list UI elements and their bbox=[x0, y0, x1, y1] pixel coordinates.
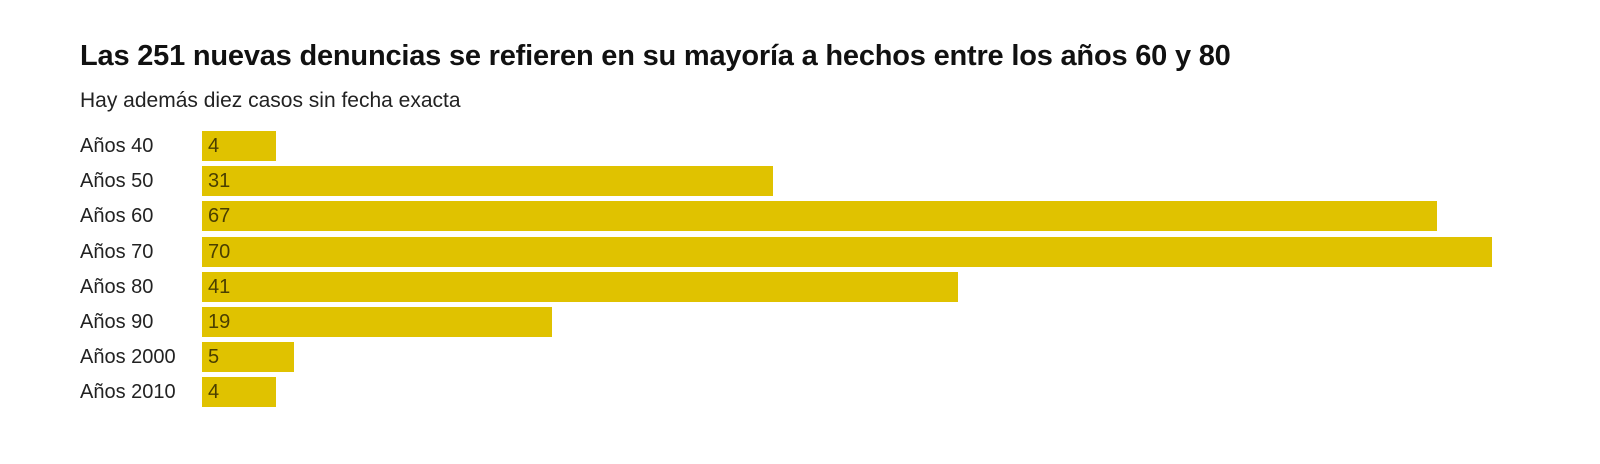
data-label: 5 bbox=[208, 346, 220, 368]
data-label: 4 bbox=[208, 135, 220, 157]
chart-subtitle: Hay además diez casos sin fecha exacta bbox=[80, 89, 461, 112]
category-label: Años 2010 bbox=[80, 381, 176, 403]
bar bbox=[202, 377, 276, 407]
category-label: Años 50 bbox=[80, 170, 154, 192]
data-label: 19 bbox=[208, 311, 231, 333]
bar bbox=[202, 131, 276, 161]
category-label: Años 80 bbox=[80, 276, 154, 298]
bar bbox=[202, 272, 958, 302]
bar bbox=[202, 342, 294, 372]
data-label: 67 bbox=[208, 205, 231, 227]
category-label: Años 60 bbox=[80, 205, 154, 227]
bar bbox=[202, 237, 1492, 267]
category-label: Años 90 bbox=[80, 311, 154, 333]
data-label: 4 bbox=[208, 381, 220, 403]
bar bbox=[202, 307, 552, 337]
bar bbox=[202, 201, 1437, 231]
category-label: Años 70 bbox=[80, 241, 154, 263]
data-label: 70 bbox=[208, 241, 231, 263]
bar bbox=[202, 166, 773, 196]
chart-title: Las 251 nuevas denuncias se refieren en … bbox=[80, 40, 1231, 72]
data-label: 41 bbox=[208, 276, 231, 298]
category-label: Años 2000 bbox=[80, 346, 176, 368]
category-label: Años 40 bbox=[80, 135, 154, 157]
data-label: 31 bbox=[208, 170, 231, 192]
